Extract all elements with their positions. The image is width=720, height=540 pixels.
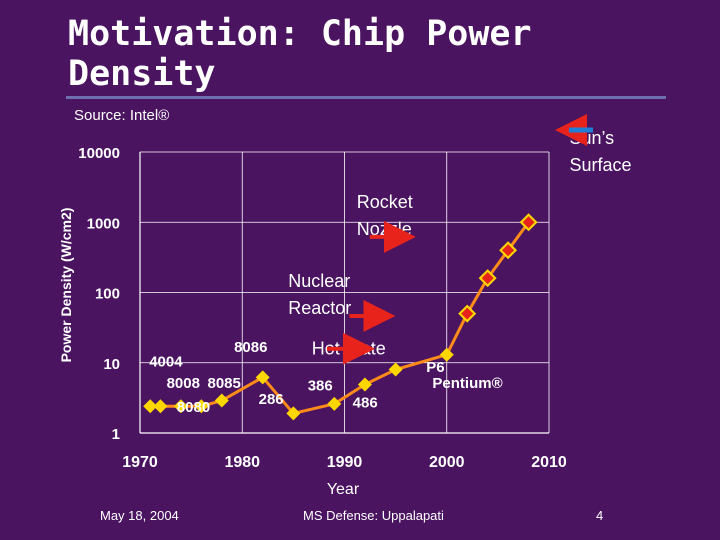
data-point-marker xyxy=(522,216,535,229)
source-label: Source: Intel® xyxy=(74,107,170,124)
x-tick-label: 1980 xyxy=(224,454,260,471)
data-point-marker xyxy=(481,272,494,285)
slide-title: Motivation: Chip Power Density xyxy=(68,14,532,94)
x-tick-label: 2010 xyxy=(531,454,567,471)
y-tick-label: 100 xyxy=(95,286,120,303)
data-point-marker xyxy=(286,406,301,421)
processor-label: 8080 xyxy=(177,399,210,416)
y-tick-label: 10 xyxy=(103,356,120,373)
processor-label: 8008 xyxy=(167,375,200,392)
y-tick-label: 1000 xyxy=(87,215,120,232)
x-tick-label: 2000 xyxy=(429,454,465,471)
processor-label: 286 xyxy=(259,391,284,408)
annotation-1: Nuclear Reactor xyxy=(288,271,351,318)
data-point-marker xyxy=(357,377,372,392)
annotation-line: Surface xyxy=(569,155,631,175)
data-point-marker xyxy=(214,393,229,408)
processor-label: 486 xyxy=(353,395,378,412)
x-axis-title: Year xyxy=(327,481,360,498)
annotation-line: Rocket xyxy=(357,192,413,212)
data-point-marker xyxy=(153,399,168,414)
annotation-suns-surface: Sun’s Surface xyxy=(569,128,631,175)
data-point-marker xyxy=(143,399,158,414)
annotation-line: Nuclear xyxy=(288,271,350,291)
processor-label: 4004 xyxy=(149,354,183,371)
annotation-line: Reactor xyxy=(288,298,351,318)
x-tick-label: 1970 xyxy=(122,454,158,471)
processor-label: 8085 xyxy=(207,375,240,392)
page-number: 4 xyxy=(596,508,604,523)
chart-axes: 1 10 100 1000 10000 1970 1980 1990 2000 2010 xyxy=(78,145,567,471)
y-axis-title: Power Density (W/cm2) xyxy=(58,208,74,363)
x-tick-label: 1990 xyxy=(327,454,363,471)
processor-label: 386 xyxy=(308,378,333,395)
data-point-marker xyxy=(439,347,454,362)
data-point-marker xyxy=(194,399,209,414)
data-point-marker xyxy=(461,307,474,320)
chart-series xyxy=(143,213,538,421)
processor-label: P6 xyxy=(426,359,444,376)
title-underline xyxy=(66,96,666,99)
y-tick-label: 1 xyxy=(112,426,120,443)
annotation-2: Rocket Nozzle xyxy=(357,192,413,239)
footer-presenter: MS Defense: Uppalapati xyxy=(303,508,444,523)
data-point-marker xyxy=(173,399,188,414)
data-point-marker xyxy=(255,370,270,385)
data-point-marker xyxy=(388,362,403,377)
data-point-marker xyxy=(502,244,515,257)
processor-label: Pentium® xyxy=(432,375,502,392)
data-point-marker xyxy=(327,396,342,411)
processor-label: 8086 xyxy=(234,339,267,356)
y-tick-label: 10000 xyxy=(78,145,120,162)
footer-date: May 18, 2004 xyxy=(100,508,179,523)
